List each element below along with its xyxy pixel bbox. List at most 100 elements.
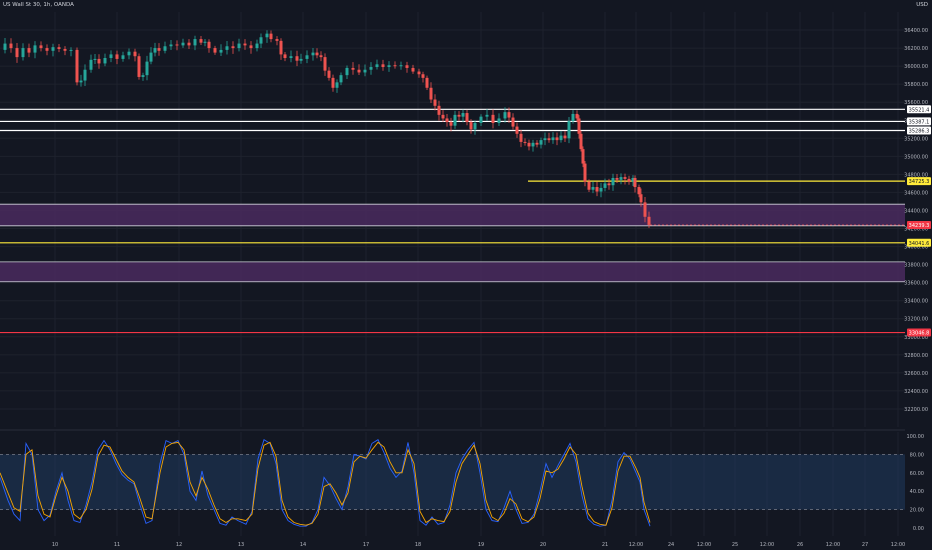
- candle-body: [633, 178, 637, 188]
- candle-body: [97, 58, 101, 64]
- candle-body: [311, 52, 315, 56]
- candle-body: [607, 183, 611, 186]
- candle-body: [551, 137, 555, 141]
- price-tick-label: 36200.00: [904, 46, 928, 52]
- candle-body: [249, 45, 253, 49]
- candle-body: [133, 51, 137, 57]
- candle-body: [461, 113, 465, 117]
- time-tick-label: 19: [478, 542, 484, 548]
- candle-body: [299, 58, 303, 61]
- candle-body: [203, 41, 207, 43]
- price-tick-label: 32600.00: [904, 371, 928, 377]
- candle-body: [619, 177, 623, 180]
- levels: [0, 108, 905, 334]
- candle-body: [51, 47, 55, 51]
- price-tick-label: 32800.00: [904, 353, 928, 359]
- candle-body: [375, 64, 379, 68]
- time-axis[interactable]: 10 11 12 13 14 17 18 19 20 21 12:00 24 12:00 25 12:00 2…: [52, 542, 905, 548]
- candle-body: [381, 64, 385, 68]
- candle-body: [527, 142, 531, 147]
- time-tick-label: 12: [176, 542, 182, 548]
- price-tick-label: 32400.00: [904, 389, 928, 395]
- candle-body: [83, 69, 87, 81]
- candle-body: [387, 65, 391, 68]
- candle-body: [335, 82, 339, 88]
- candle-body: [429, 87, 433, 100]
- candle-body: [39, 45, 43, 49]
- supply-demand-zone: [0, 204, 905, 226]
- candle-body: [399, 65, 403, 67]
- candle-body: [563, 135, 567, 139]
- candle-body: [243, 43, 247, 46]
- price-tick-label: 36000.00: [904, 64, 928, 70]
- candle-body: [599, 187, 603, 192]
- price-tick-label: 35200.00: [904, 136, 928, 142]
- candle-body: [127, 51, 131, 56]
- time-tick-label: 18: [415, 542, 421, 548]
- candle-body: [45, 48, 49, 51]
- candle-body: [449, 122, 453, 126]
- candle-body: [473, 122, 477, 130]
- price-tick-label: 33000.00: [904, 335, 928, 341]
- price-tick-label: 35800.00: [904, 82, 928, 88]
- candle-body: [57, 47, 61, 49]
- candle-body: [515, 126, 519, 134]
- candle-body: [149, 52, 153, 62]
- price-tick-label: 33400.00: [904, 299, 928, 305]
- candle-body: [587, 181, 591, 190]
- candle-body: [187, 42, 191, 46]
- candle-body: [93, 58, 97, 60]
- time-tick-label: 17: [363, 542, 369, 548]
- stoch-k-line: [0, 439, 651, 527]
- candle-body: [369, 67, 373, 70]
- candle-body: [3, 43, 7, 50]
- candle-body: [141, 75, 145, 77]
- candle-body: [289, 56, 293, 59]
- price-label-box: [907, 220, 931, 229]
- currency-label: USD: [916, 2, 928, 8]
- candle-body: [21, 48, 25, 58]
- candle-body: [567, 121, 571, 139]
- candle-body: [213, 48, 217, 53]
- time-tick-label: 20: [540, 542, 546, 548]
- oscillator-pane: 100.00 80.00 60.00 40.00 20.00 0.00: [0, 434, 924, 532]
- time-tick-label: 25: [732, 542, 738, 548]
- price-tick-label: 34000.00: [904, 245, 928, 251]
- stoch-tick-label: 80.00: [910, 452, 924, 458]
- supply-demand-zone: [0, 261, 905, 282]
- price-label: 35387.1: [909, 119, 930, 125]
- candle-body: [193, 39, 197, 46]
- candle-body: [199, 39, 203, 43]
- price-label-box: [907, 238, 931, 247]
- candle-body: [33, 45, 37, 53]
- candle-body: [323, 57, 327, 71]
- candle-body: [479, 116, 483, 123]
- stoch-tick-label: 0.00: [913, 526, 924, 532]
- candle-body: [579, 133, 583, 150]
- candle-body: [237, 43, 241, 49]
- candle-body: [575, 113, 579, 119]
- candle-body: [315, 52, 319, 56]
- candle-body: [279, 40, 283, 55]
- candle-body: [441, 114, 445, 119]
- candle-body: [637, 187, 641, 195]
- price-tick-label: 33600.00: [904, 281, 928, 287]
- candle-body: [103, 58, 107, 64]
- time-tick-label: 24: [668, 542, 674, 548]
- price-label-box: [907, 177, 931, 186]
- candle-body: [265, 33, 269, 38]
- candle-body: [115, 54, 119, 59]
- price-tick-label: 35000.00: [904, 154, 928, 160]
- price-labels: 35521.4 35387.1 35286.3 34725.3 34239.3 34041…: [907, 105, 931, 337]
- candle-body: [531, 142, 535, 147]
- candle-body: [519, 133, 523, 142]
- candle-body: [497, 118, 501, 123]
- stoch-tick-label: 40.00: [910, 489, 924, 495]
- price-tick-label: 35600.00: [904, 100, 928, 106]
- candle-body: [547, 138, 551, 141]
- candle-body: [425, 77, 429, 88]
- candle-body: [571, 113, 575, 122]
- price-axis[interactable]: 36400.00 36200.00 36000.00 35800.00 35600.00…: [904, 28, 928, 413]
- stoch-d-line: [0, 441, 651, 526]
